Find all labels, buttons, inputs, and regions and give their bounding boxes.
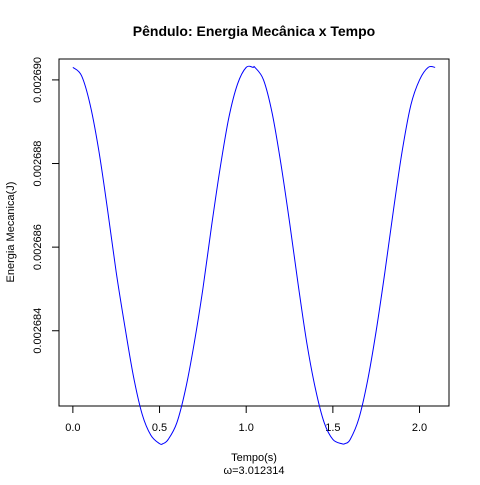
y-tick-label: 0.002684	[32, 308, 44, 354]
y-tick-label: 0.002688	[32, 141, 44, 187]
y-tick-label: 0.002686	[32, 224, 44, 270]
chart-title: Pêndulo: Energia Mecânica x Tempo	[133, 23, 375, 39]
x-tick-label: 2.0	[412, 422, 427, 434]
x-tick-label: 1.0	[239, 422, 254, 434]
y-axis-title: Energia Mecanica(J)	[5, 182, 17, 283]
x-axis: 0.0 0.5 1.0 1.5 2.0	[65, 405, 427, 434]
energy-series-line	[72, 65, 436, 445]
omega-label: ω=3.012314	[224, 465, 285, 477]
x-axis-title: Tempo(s)	[231, 452, 277, 464]
x-tick-label: 0.0	[65, 422, 80, 434]
y-tick-label: 0.002690	[32, 57, 44, 103]
y-axis: 0.002684 0.002686 0.002688 0.002690	[32, 57, 60, 354]
x-tick-label: 1.5	[325, 422, 340, 434]
x-tick-label: 0.5	[152, 422, 167, 434]
